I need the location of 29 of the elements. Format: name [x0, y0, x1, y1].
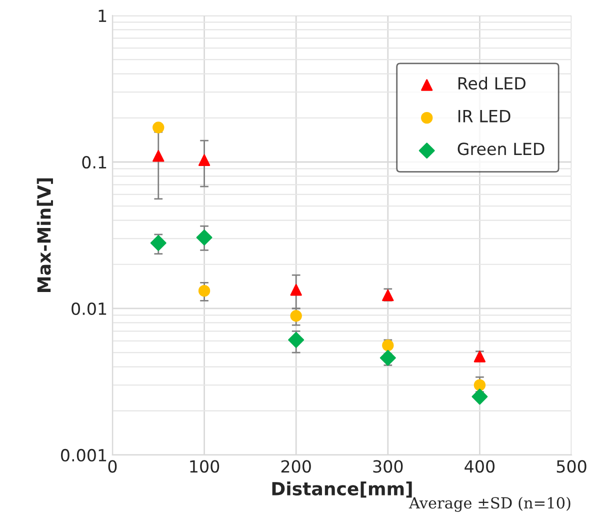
- x-tick-label: 0: [108, 460, 117, 473]
- legend-label: Green LED: [458, 142, 544, 156]
- y-tick-label: 0.1: [82, 156, 106, 169]
- legend-label: Red LED: [458, 76, 526, 90]
- x-tick-label: 500: [556, 460, 586, 473]
- point: [290, 310, 302, 322]
- point: [196, 230, 212, 246]
- x-tick-label: 100: [190, 460, 220, 473]
- point: [474, 350, 486, 362]
- x-tick-label: 200: [281, 460, 311, 473]
- point: [198, 154, 210, 166]
- point: [472, 388, 488, 405]
- point: [152, 150, 164, 162]
- point: [150, 234, 166, 251]
- y-tick-label: 0.01: [72, 302, 106, 316]
- x-tick-label: 300: [373, 460, 403, 473]
- y-axis-title: Max-Min[V]: [36, 178, 53, 292]
- y-tick-label: 0.001: [61, 448, 106, 462]
- point: [198, 284, 210, 297]
- legend-label: IR LED: [458, 110, 510, 122]
- point: [288, 332, 304, 348]
- point: [380, 350, 396, 366]
- point: [152, 122, 164, 134]
- point: [474, 379, 486, 391]
- point: [290, 284, 302, 296]
- x-tick-label: 400: [464, 460, 495, 473]
- text: Average ±SD (n=10): [408, 496, 570, 512]
- y-tick-label: 1: [98, 10, 106, 22]
- x-axis-title: Distance[mm]: [272, 482, 412, 498]
